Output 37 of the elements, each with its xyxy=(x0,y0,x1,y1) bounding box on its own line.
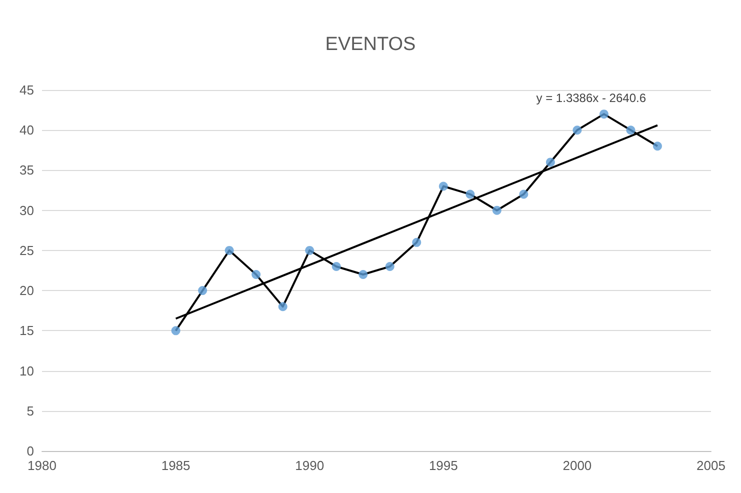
point xyxy=(466,190,475,199)
chart-title: EVENTOS xyxy=(325,34,416,55)
point xyxy=(652,142,662,151)
x-tick-label: 2005 xyxy=(696,458,726,473)
point xyxy=(412,238,422,247)
x-tick-label: 1985 xyxy=(161,458,190,473)
y-tick-label: 5 xyxy=(26,403,34,418)
x-tick-label: 1995 xyxy=(428,458,458,473)
point xyxy=(224,246,234,255)
x-tick-label: 1990 xyxy=(295,458,324,473)
point xyxy=(252,270,261,280)
y-tick-label: 45 xyxy=(20,82,34,98)
point xyxy=(278,302,288,312)
y-tick-label: 20 xyxy=(20,283,34,298)
y-tick-label: 30 xyxy=(20,202,34,218)
point xyxy=(358,270,368,280)
point xyxy=(519,190,528,199)
point xyxy=(572,126,582,135)
point xyxy=(599,110,608,119)
y-tick-label: 0 xyxy=(26,444,34,458)
point xyxy=(171,326,180,336)
point xyxy=(546,158,555,167)
y-tick-label: 15 xyxy=(20,323,34,338)
x-tick-label: 2000 xyxy=(562,458,592,473)
x-tick-label: 1980 xyxy=(28,458,56,473)
y-tick-label: 35 xyxy=(20,162,34,178)
point xyxy=(626,126,636,135)
point xyxy=(305,246,314,255)
point xyxy=(438,182,448,191)
point xyxy=(198,286,208,296)
point xyxy=(492,206,502,215)
annotation: y = 1.3386x - 2640.6 xyxy=(536,91,646,105)
point xyxy=(385,262,394,271)
point xyxy=(332,262,341,271)
y-tick-label: 25 xyxy=(20,242,34,258)
y-tick-label: 10 xyxy=(20,363,34,378)
y-tick-label: 40 xyxy=(20,122,34,138)
